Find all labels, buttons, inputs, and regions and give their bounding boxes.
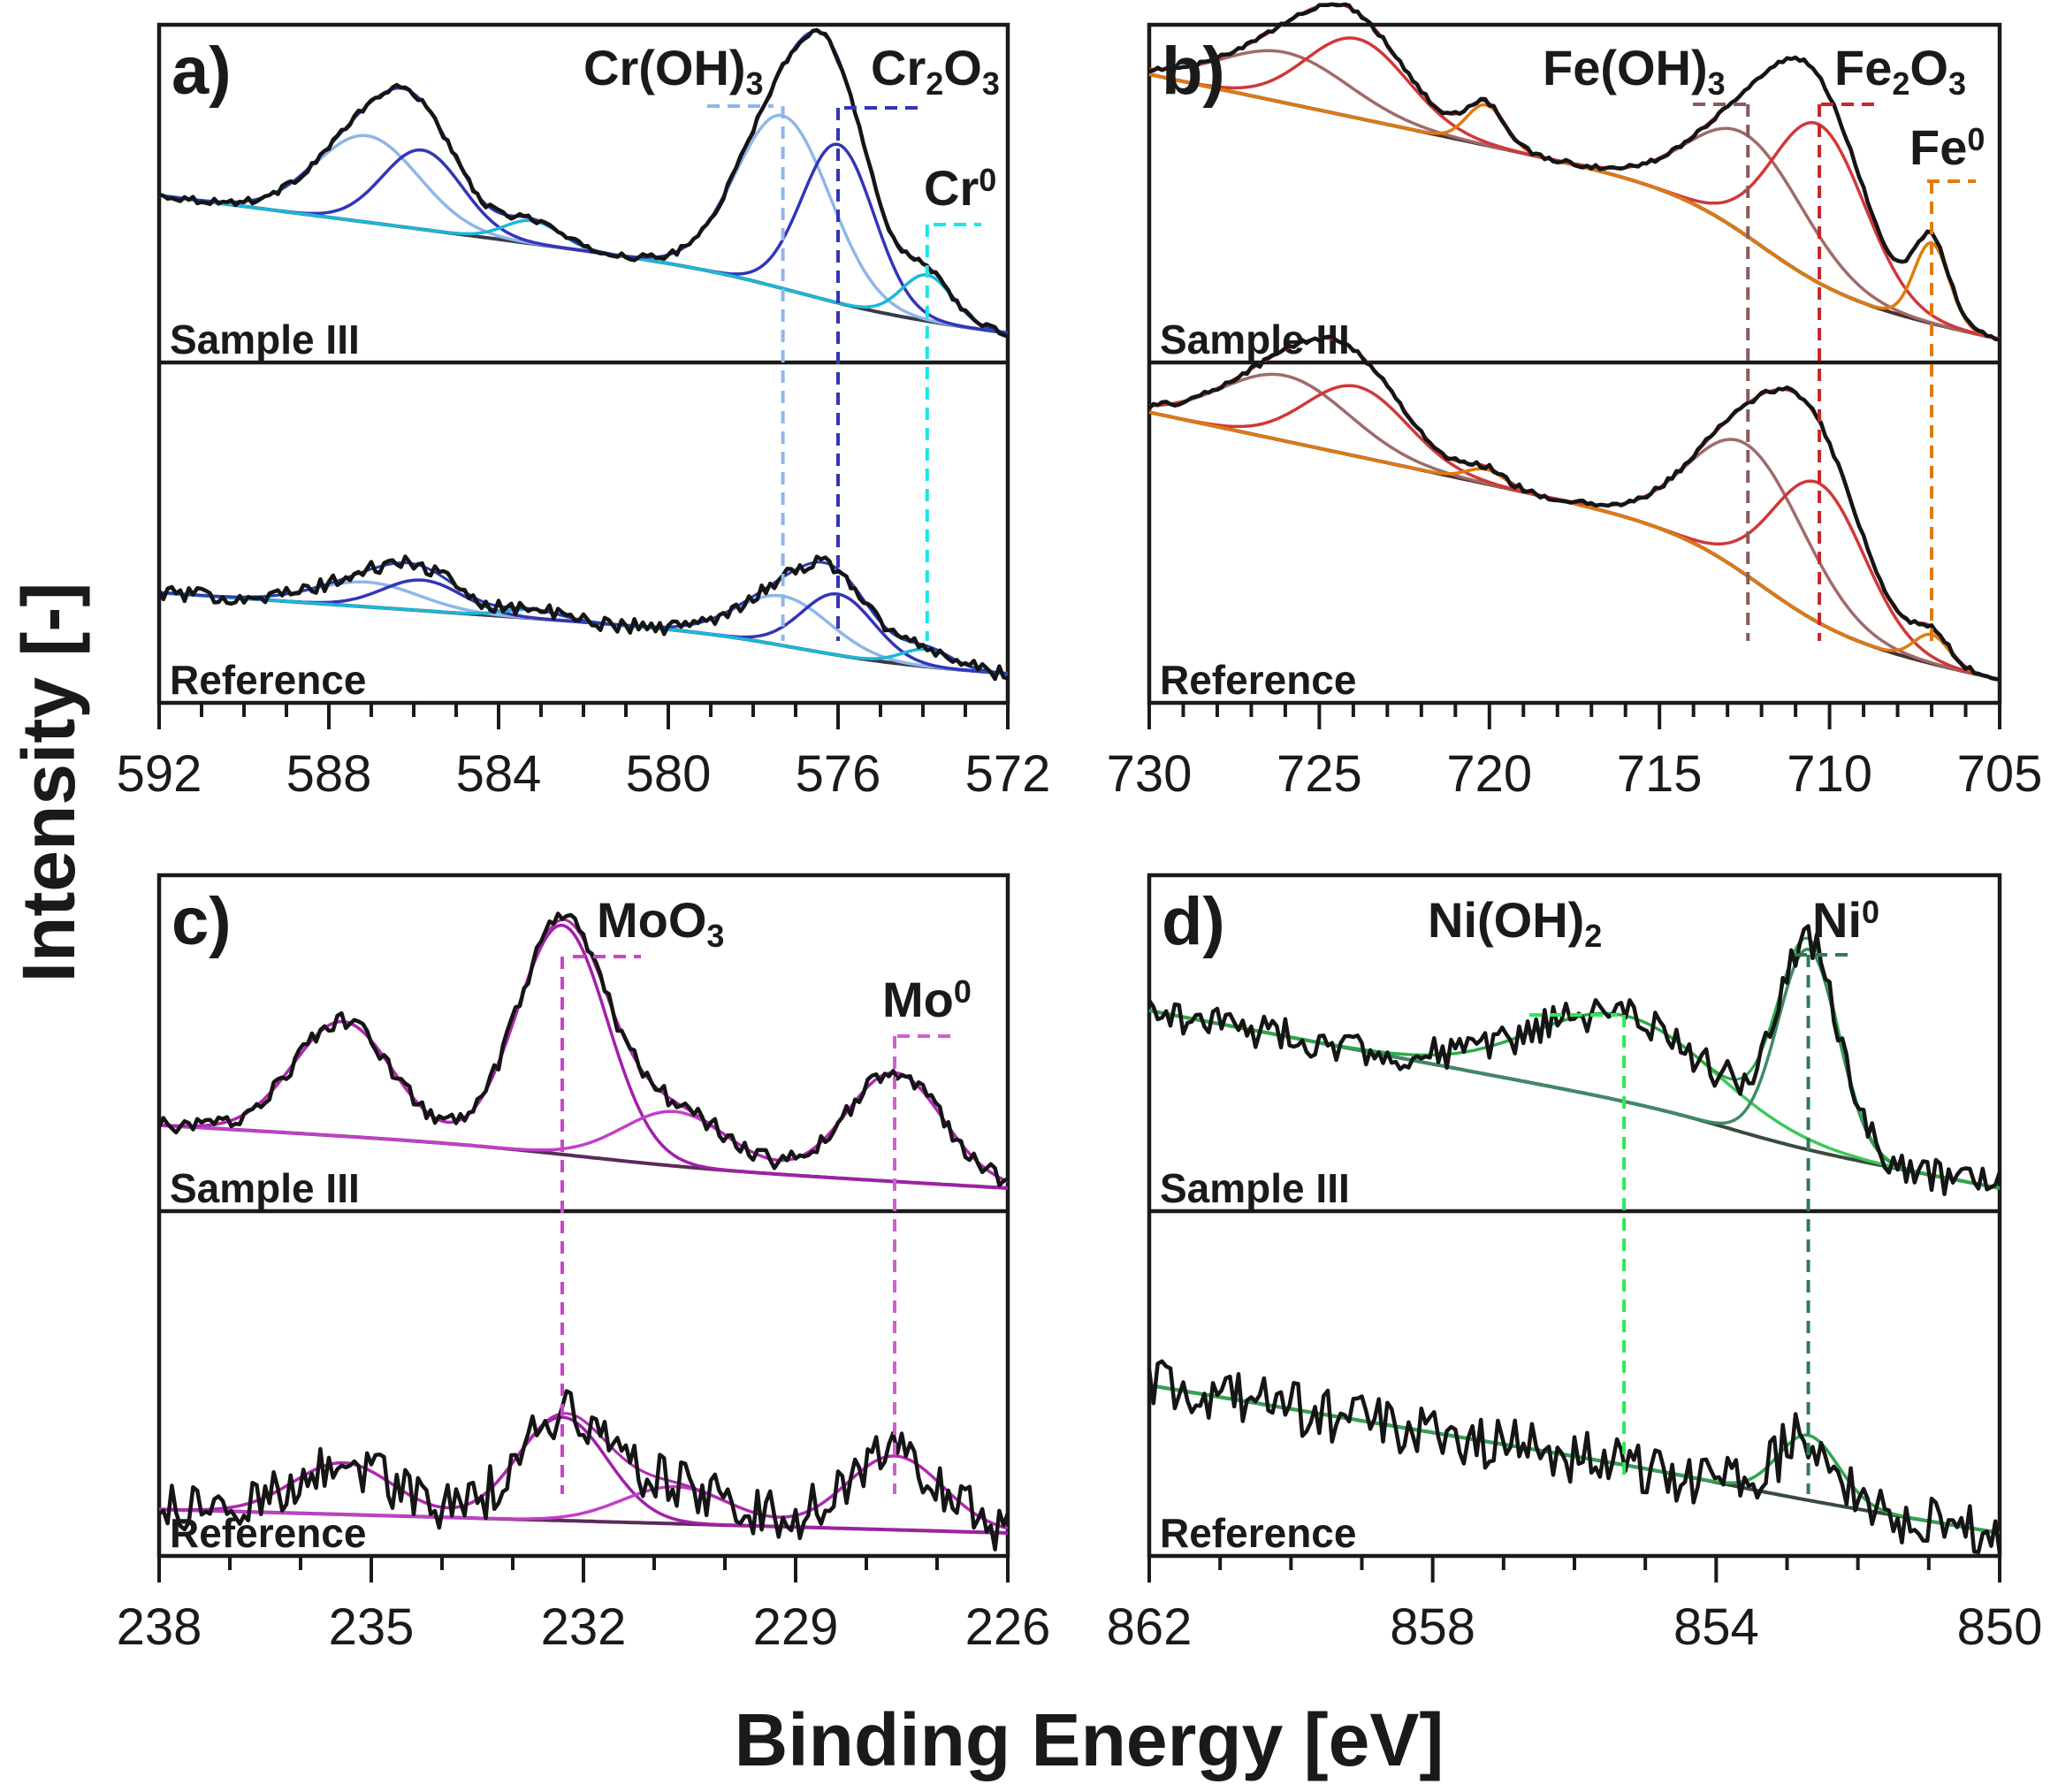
tick-label: 588 xyxy=(286,745,372,803)
tick-label: 235 xyxy=(329,1598,415,1656)
peak-label-moo3: MoO3 xyxy=(597,892,724,954)
tick-label: 576 xyxy=(796,745,881,803)
fit-envelope xyxy=(1148,936,2001,1190)
spectrum-label: Reference xyxy=(170,1510,366,1556)
fit-envelope xyxy=(1148,337,2001,681)
tick-label: 862 xyxy=(1107,1598,1193,1656)
background-line xyxy=(158,194,1009,335)
peak-label-cr2o3: Cr2O3 xyxy=(871,40,1000,102)
spectrum-label: Reference xyxy=(170,657,366,703)
background-line xyxy=(1148,72,2001,341)
component-moo3 xyxy=(158,923,1009,1190)
tick-label: 710 xyxy=(1787,745,1872,803)
component-fe0 xyxy=(1148,410,2001,682)
spectrum-sample-iii: Sample III xyxy=(1147,924,2002,1211)
component-fe0 xyxy=(1148,72,2001,341)
peak-label-fe0: Fe0 xyxy=(1909,119,1985,175)
peak-label-feoh3: Fe(OH)3 xyxy=(1543,40,1726,102)
component-ni0 xyxy=(1148,947,2001,1190)
raw-spectrum xyxy=(156,911,1010,1187)
tick-label: 720 xyxy=(1446,745,1532,803)
x-axis-title: Binding Energy [eV] xyxy=(735,1698,1444,1781)
component-croh3 xyxy=(158,113,1009,335)
spectrum-reference: Reference xyxy=(157,1389,1010,1556)
raw-spectrum xyxy=(158,27,1009,339)
spectrum-label: Sample III xyxy=(1160,1165,1350,1211)
component-nioh2 xyxy=(1148,1009,2001,1190)
spectrum-sample-iii: Sample III xyxy=(1148,2,2001,362)
peak-label-fe2o3: Fe2O3 xyxy=(1834,40,1966,102)
panel-letter: d) xyxy=(1162,884,1225,959)
peak-label-cr0: Cr0 xyxy=(924,160,996,216)
tick-label: 592 xyxy=(117,745,202,803)
tick-label: 584 xyxy=(456,745,542,803)
spectrum-reference: Reference xyxy=(1147,1359,2002,1556)
tick-label: 850 xyxy=(1957,1598,2043,1656)
tick-label: 705 xyxy=(1957,745,2043,803)
panel-b: Sample III Reference Fe(OH)3 Fe2O3 Fe0 b) 730 7… xyxy=(1107,2,2043,803)
peak-label-ni0: Ni0 xyxy=(1812,892,1879,948)
fit-envelope xyxy=(158,918,1009,1183)
panel-d: Sample III Reference Ni(OH)2 Ni0 d) 862 858 854… xyxy=(1107,873,2043,1656)
panels: Sample III Reference Cr(OH)3 Cr2O3 Cr0 a) 592 5… xyxy=(117,2,2043,1656)
spectrum-reference: Reference xyxy=(1147,334,2001,703)
tick-label: 715 xyxy=(1617,745,1703,803)
raw-spectrum xyxy=(156,554,1009,682)
spectrum-sample-iii: Sample III xyxy=(156,911,1010,1211)
background-line xyxy=(1148,410,2001,682)
spectrum-label: Reference xyxy=(1160,657,1356,703)
raw-spectrum xyxy=(1147,334,2001,682)
tick-label: 854 xyxy=(1673,1598,1759,1656)
y-axis-title: Intensity [-] xyxy=(7,583,90,983)
tick-label: 226 xyxy=(965,1598,1051,1656)
spectrum-sample-iii: Sample III xyxy=(158,27,1009,362)
panel-letter: c) xyxy=(172,884,232,959)
panel-letter: a) xyxy=(172,34,232,109)
tick-label: 580 xyxy=(626,745,712,803)
panel-letter: b) xyxy=(1162,34,1225,109)
panel-a: Sample III Reference Cr(OH)3 Cr2O3 Cr0 a) 592 5… xyxy=(117,22,1051,803)
peak-label-nioh2: Ni(OH)2 xyxy=(1428,892,1602,954)
raw-spectrum xyxy=(1148,2,2001,342)
panel-c: Sample III Reference MoO3 Mo0 c) 238 235 232 229… xyxy=(117,873,1051,1656)
tick-label: 229 xyxy=(753,1598,839,1656)
tick-label: 730 xyxy=(1107,745,1193,803)
spectrum-label: Reference xyxy=(1160,1510,1356,1556)
tick-label: 232 xyxy=(541,1598,627,1656)
tick-label: 238 xyxy=(117,1598,202,1656)
peak-label-mo0: Mo0 xyxy=(882,972,972,1027)
tick-label: 725 xyxy=(1277,745,1362,803)
tick-label: 572 xyxy=(965,745,1051,803)
peak-label-croh3: Cr(OH)3 xyxy=(583,40,764,102)
raw-spectrum xyxy=(157,1389,1010,1552)
tick-label: 858 xyxy=(1390,1598,1475,1656)
raw-spectrum xyxy=(1147,1359,2002,1554)
spectrum-label: Sample III xyxy=(170,1165,360,1211)
raw-spectrum xyxy=(1147,924,2002,1196)
component-fe2o3 xyxy=(1148,384,2001,682)
spectrum-reference: Reference xyxy=(156,554,1009,703)
spectrum-label: Sample III xyxy=(170,316,360,362)
